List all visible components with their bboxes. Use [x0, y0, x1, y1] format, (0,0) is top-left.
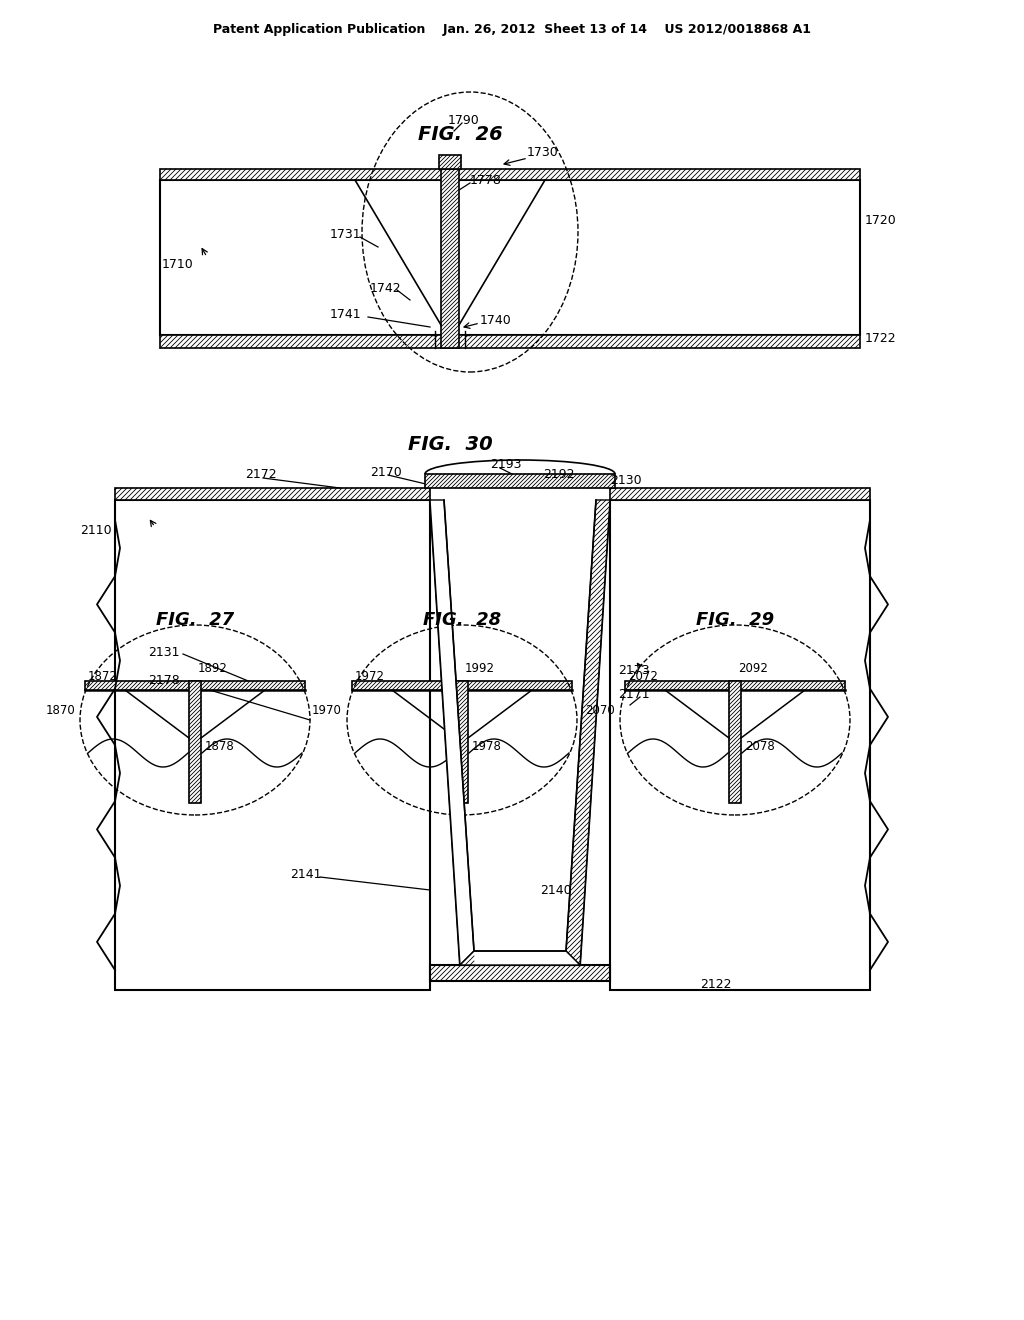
- Text: 2092: 2092: [738, 661, 768, 675]
- Bar: [430, 965, 610, 981]
- Text: 1870: 1870: [45, 704, 75, 717]
- Text: 2130: 2130: [610, 474, 642, 487]
- Text: 1778: 1778: [470, 173, 502, 186]
- Text: 1992: 1992: [465, 661, 495, 675]
- Text: 2192: 2192: [543, 469, 574, 482]
- Text: 2122: 2122: [700, 978, 731, 990]
- Text: 1878: 1878: [205, 739, 234, 752]
- Polygon shape: [460, 950, 580, 965]
- Text: 1731: 1731: [330, 228, 361, 242]
- Bar: [160, 180, 860, 335]
- Text: 2131: 2131: [148, 645, 179, 659]
- Text: 2078: 2078: [745, 739, 775, 752]
- Bar: [610, 500, 870, 990]
- Text: 2170: 2170: [370, 466, 401, 479]
- Text: 2110: 2110: [80, 524, 112, 536]
- Text: 1742: 1742: [370, 281, 401, 294]
- Bar: [352, 681, 572, 690]
- Text: 2141: 2141: [290, 869, 322, 882]
- Text: 2172: 2172: [245, 469, 276, 482]
- Bar: [625, 681, 845, 690]
- Bar: [439, 154, 461, 169]
- Text: 2173: 2173: [618, 664, 649, 676]
- Text: FIG.  27: FIG. 27: [156, 611, 234, 630]
- Polygon shape: [430, 500, 474, 965]
- Bar: [189, 681, 201, 803]
- Text: 1970: 1970: [312, 704, 342, 717]
- Bar: [729, 681, 741, 803]
- Bar: [115, 500, 430, 990]
- Text: 2140: 2140: [540, 883, 571, 896]
- Text: 2070: 2070: [586, 704, 615, 717]
- Bar: [115, 488, 430, 500]
- Bar: [85, 681, 305, 690]
- Text: FIG.  26: FIG. 26: [418, 125, 503, 144]
- Text: Patent Application Publication    Jan. 26, 2012  Sheet 13 of 14    US 2012/00188: Patent Application Publication Jan. 26, …: [213, 24, 811, 37]
- Text: 1872: 1872: [88, 669, 118, 682]
- Bar: [425, 474, 615, 488]
- Text: 1741: 1741: [330, 309, 361, 322]
- Text: 1710: 1710: [162, 259, 194, 272]
- Bar: [456, 681, 468, 803]
- Text: 2178: 2178: [148, 673, 180, 686]
- Bar: [160, 335, 860, 348]
- Text: 1790: 1790: [449, 114, 480, 127]
- Bar: [441, 169, 459, 348]
- Text: 1972: 1972: [355, 669, 385, 682]
- Text: FIG.  30: FIG. 30: [408, 436, 493, 454]
- Bar: [160, 169, 860, 180]
- Text: 2072: 2072: [628, 669, 657, 682]
- Bar: [610, 488, 870, 500]
- Text: 1720: 1720: [865, 214, 897, 227]
- Text: 2171: 2171: [618, 689, 649, 701]
- Text: 1722: 1722: [865, 331, 897, 345]
- Text: 2193: 2193: [490, 458, 521, 471]
- Text: FIG.  28: FIG. 28: [423, 611, 501, 630]
- Polygon shape: [566, 500, 610, 965]
- Text: 1740: 1740: [480, 314, 512, 326]
- Text: 1892: 1892: [198, 661, 228, 675]
- Text: FIG.  29: FIG. 29: [696, 611, 774, 630]
- Text: 1730: 1730: [527, 145, 559, 158]
- Text: 1978: 1978: [472, 739, 502, 752]
